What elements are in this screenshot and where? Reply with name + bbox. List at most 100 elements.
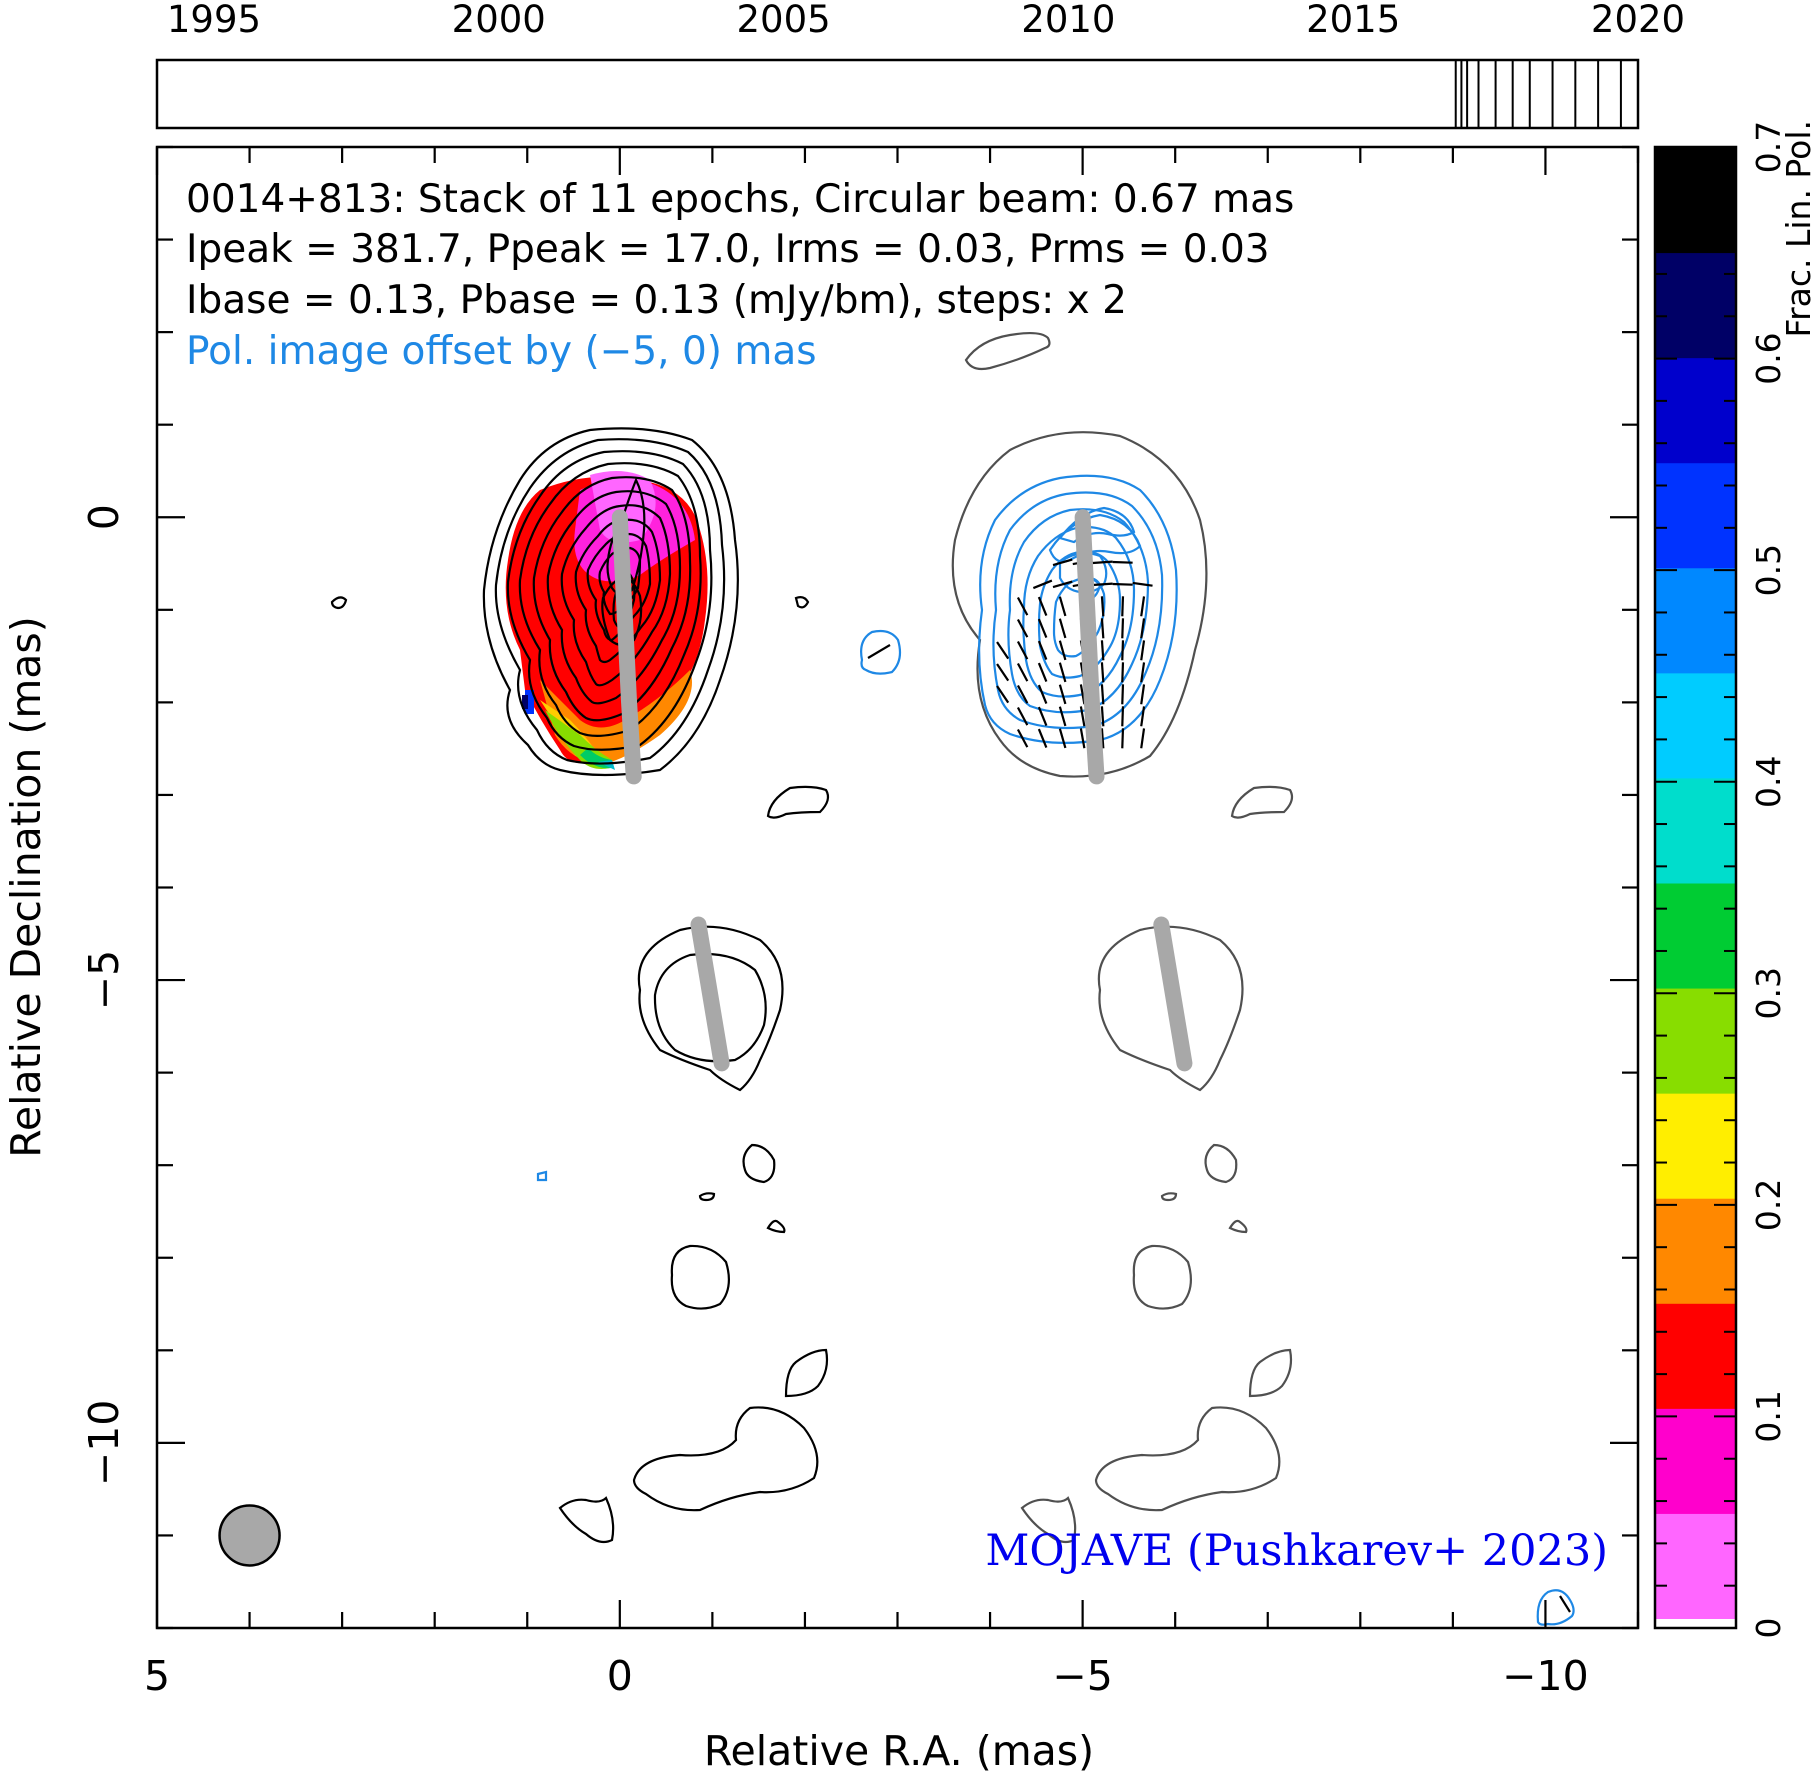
evpa-tick [1092,582,1113,587]
colorbar-band [1655,147,1736,254]
polarized-intensity-contours [536,474,1575,1626]
evpa-tick [1112,560,1133,564]
colorbar-band [1655,777,1736,884]
evpa-tick [1100,618,1105,639]
evpa-tick [1037,684,1048,705]
timeline-epoch-marks [1454,60,1622,128]
evpa-tick [867,644,891,659]
colorbar-tick-label: 0 [1749,1618,1788,1639]
evpa-tick [1140,706,1146,727]
evpa-tick [1058,596,1067,617]
colorbar-band [1655,1197,1736,1304]
evpa-tick [1079,728,1086,749]
ridgeline-outer-pol [1153,916,1193,1072]
evpa-tick [1079,706,1086,727]
map-panel: 5 0 −5 −10 0 −5 −10 Relative R.A. (mas) Relati… [2,145,1640,1775]
colorbar-tick-label: 0.4 [1749,755,1788,807]
evpa-tick [1016,640,1029,660]
header-line-3: Ibase = 0.13, Pbase = 0.13 (mJy/bm), ste… [186,278,1127,323]
colorbar-band [1655,672,1736,779]
header-line-1: 0014+813: Stack of 11 epochs, Circular b… [186,177,1294,222]
evpa-tick [1016,706,1029,726]
evpa-tick [1037,640,1048,661]
colorbar-frame [1653,145,1738,1630]
colorbar-band [1655,462,1736,569]
evpa-tick [1079,684,1086,705]
jet-ridgelines [611,509,1193,1072]
timeline-tick-label: 2010 [1021,0,1115,41]
colorbar-band [1655,987,1736,1094]
pol-side-stokes-i-contours [951,331,1294,1544]
colorbar-tick-label: 0.3 [1749,967,1788,1019]
evpa-tick [1112,582,1133,586]
evpa-tick [996,685,1010,704]
x-tick-label: 5 [144,1652,170,1700]
evpa-tick [1121,596,1125,617]
colorbar-ticks [1655,146,1736,1629]
y-tick-label: −10 [80,1400,128,1487]
header-line-2: Ipeak = 381.7, Ppeak = 17.0, Irms = 0.03… [186,227,1270,272]
yaxis-label: Relative Declination (mas) [2,616,50,1158]
evpa-tick [1100,662,1105,683]
colorbar-tick-label: 0.1 [1749,1390,1788,1442]
xaxis-label: Relative R.A. (mas) [704,1727,1094,1775]
evpa-tick [1100,684,1105,705]
evpa-tick [1140,728,1146,749]
colorbar-tick-label: 0.7 [1749,121,1788,173]
evpa-tick [1121,662,1125,683]
map-axis-tick-labels: 5 0 −5 −10 0 −5 −10 [80,504,1589,1700]
colorbar-band [1655,357,1736,464]
timeline-frame [155,58,1640,130]
colorbar-tick-labels: 0 0.1 0.2 0.3 0.4 0.5 0.6 0.7 [1749,121,1788,1639]
timeline-tick-label: 1995 [167,0,261,41]
credit-label: MOJAVE (Pushkarev+ 2023) [985,1526,1608,1576]
evpa-vectors [867,558,1571,1613]
evpa-tick [1121,618,1125,639]
evpa-tick [1037,728,1048,749]
epoch-timeline: 1995 2000 2005 2010 2015 2020 [155,0,1685,130]
evpa-tick [1092,560,1113,565]
evpa-tick [1058,684,1067,705]
evpa-tick [1058,728,1067,749]
timeline-tick-labels: 1995 2000 2005 2010 2015 2020 [167,0,1685,41]
colorbar-band [1655,1092,1736,1199]
header-line-4: Pol. image offset by (−5, 0) mas [186,329,817,374]
colorbar-band [1655,1512,1736,1619]
colorbar-band [1655,1302,1736,1409]
evpa-tick [1100,596,1105,617]
evpa-tick [1121,728,1125,749]
ridgeline-stokes-i [611,509,642,785]
evpa-tick [1052,580,1073,589]
evpa-tick [1037,596,1048,617]
evpa-tick [1140,640,1146,661]
evpa-tick [1016,684,1029,704]
ridgeline-outer-stokes-i [690,916,730,1072]
colorbar-label: Frac. Lin. Pol. [1779,120,1818,338]
x-tick-label: 0 [607,1652,633,1700]
evpa-tick [1016,596,1029,616]
fractional-polarization-image [505,471,708,770]
colorbar-tick-label: 0.5 [1749,544,1788,596]
evpa-tick [1058,662,1067,683]
x-tick-label: −10 [1502,1652,1589,1700]
timeline-tick-label: 2015 [1306,0,1400,41]
evpa-tick [1121,706,1125,727]
evpa-tick [1100,640,1105,661]
evpa-tick [1032,579,1053,590]
map-axis-ticks [155,145,1640,1630]
y-tick-label: 0 [80,504,128,530]
evpa-tick [1037,618,1048,639]
evpa-tick [1052,558,1073,567]
evpa-tick [1058,706,1067,727]
colorbar-tick-label: 0.6 [1749,332,1788,384]
evpa-tick [1140,662,1146,683]
evpa-tick [1037,706,1048,727]
evpa-tick [1016,662,1029,682]
evpa-tick [1121,684,1125,705]
timeline-tick-label: 2000 [452,0,546,41]
timeline-tick-label: 2020 [1591,0,1685,41]
colorbar-band [1655,882,1736,989]
colorbar-band [1655,252,1736,359]
evpa-tick [1100,728,1105,749]
